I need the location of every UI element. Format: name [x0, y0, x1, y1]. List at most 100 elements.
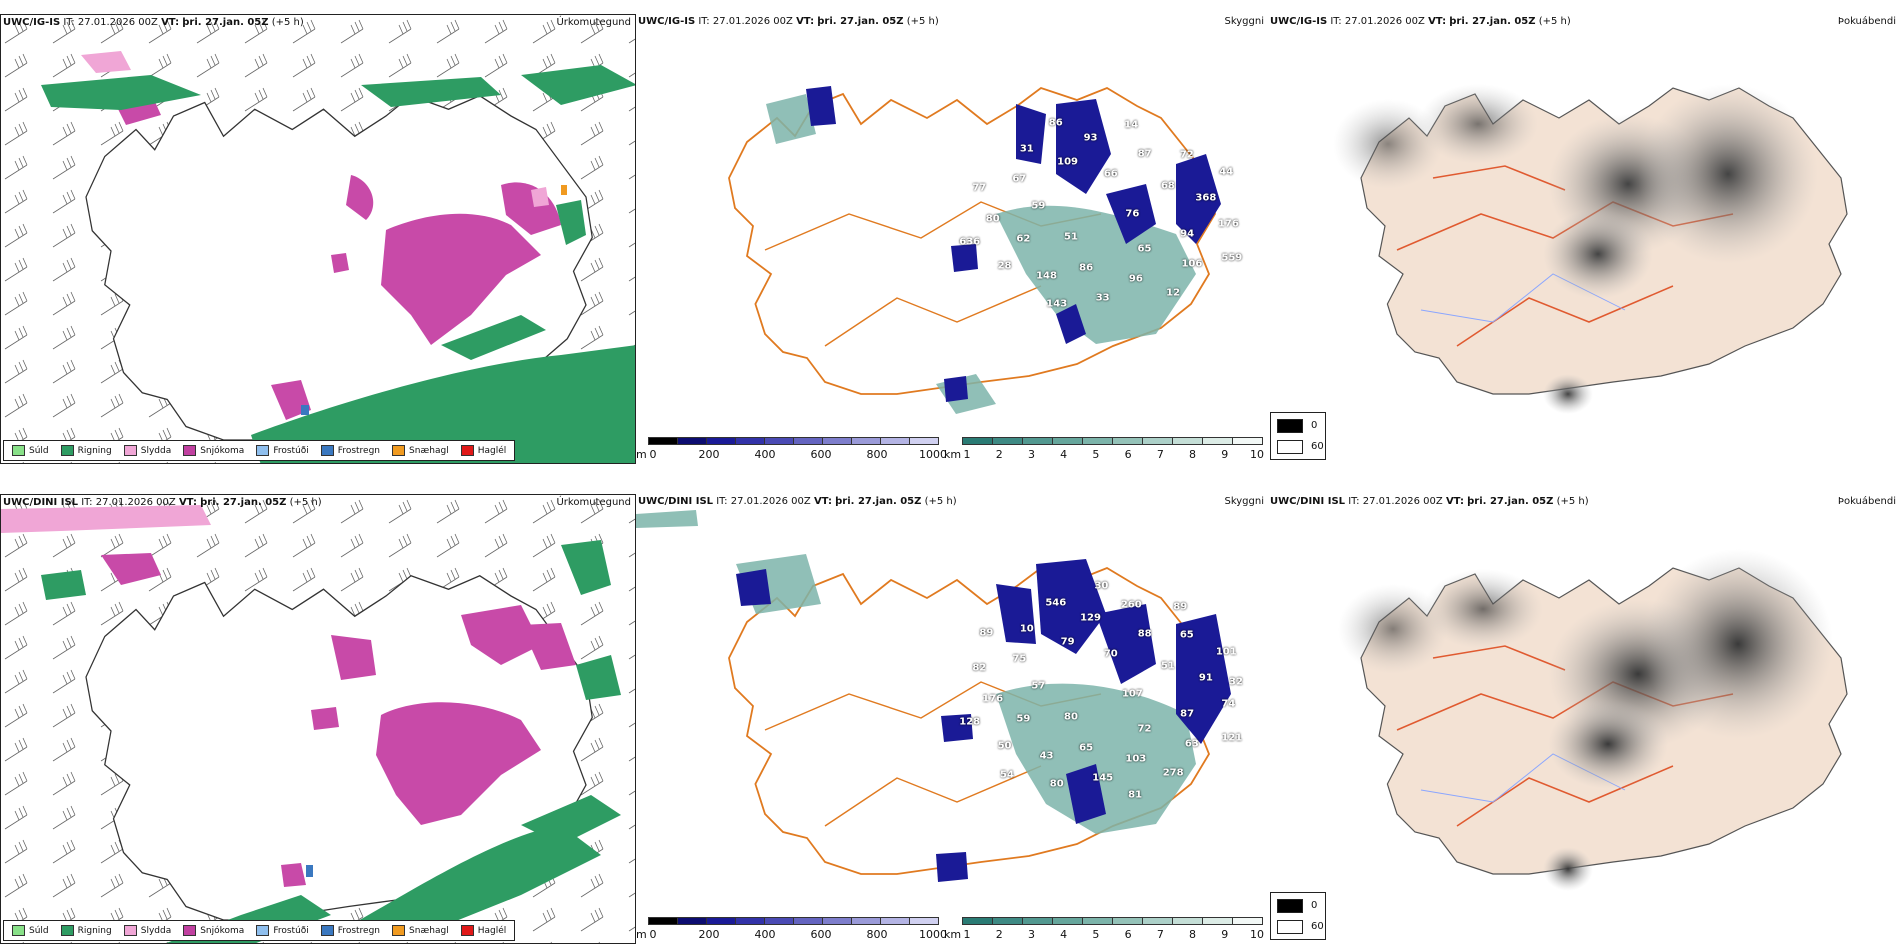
precipitation-map	[1, 15, 635, 463]
colorbar-tick-label: 1	[963, 928, 971, 941]
colorbar-tick-label: 10	[1250, 928, 1264, 941]
legend-item: Frostregn	[320, 925, 380, 936]
peak-label: 10	[1019, 623, 1034, 635]
peak-label: 77	[972, 182, 987, 194]
legend-swatch	[320, 925, 334, 936]
colorbar-segment	[677, 437, 707, 445]
legend-swatch	[460, 925, 474, 936]
colorbar-segment	[851, 917, 881, 925]
colorbar-segment	[1172, 917, 1203, 925]
colorbar-segment	[1202, 917, 1233, 925]
legend-item: Frostregn	[320, 445, 380, 456]
colorbar-tick-label: 600	[810, 448, 832, 461]
colorbar-tick-label: 1000	[919, 928, 947, 941]
colorbar-tick-label: 7	[1156, 448, 1164, 461]
colorbar-segment	[1052, 917, 1083, 925]
peak-label: 65	[1079, 742, 1094, 754]
colorbar-segment	[793, 437, 823, 445]
colorbar-segment	[992, 437, 1023, 445]
legend-item: Súld	[12, 925, 49, 936]
colorbar-segment	[735, 437, 765, 445]
colorbar-segment	[880, 917, 910, 925]
peak-label: 107	[1121, 688, 1143, 700]
precip-type-map-row1: UWC/IG-IS IT: 27.01.2026 00Z VT: þri. 27…	[0, 14, 636, 464]
peak-label: 65	[1137, 243, 1152, 255]
colorbar-segment	[1082, 917, 1113, 925]
sky-legend: 0 60	[1270, 412, 1326, 460]
peak-label: 260	[1120, 599, 1142, 611]
colorbar-tick-label: 1000	[919, 448, 947, 461]
legend-swatch	[123, 445, 137, 456]
peak-label: 636	[959, 236, 981, 248]
peak-label: 148	[1036, 270, 1057, 282]
colorbar-tick-label: 9	[1221, 448, 1229, 461]
peak-label: 51	[1160, 660, 1175, 672]
colorbar-unit: km	[944, 448, 962, 461]
legend-item: Snjókoma	[183, 445, 244, 456]
colorbar-tick-label: 8	[1189, 448, 1197, 461]
legend-swatch	[183, 925, 197, 936]
map-header: UWC/DINI ISL IT: 27.01.2026 00Z VT: þri.…	[1270, 496, 1589, 507]
colorbar-segment	[1202, 437, 1233, 445]
colorbar-segment	[822, 917, 852, 925]
peak-label: 54	[1000, 769, 1014, 781]
peak-label: 70	[1103, 648, 1118, 660]
map-title: Úrkomutegund	[556, 17, 631, 28]
colorbar-tick-label: 8	[1189, 928, 1197, 941]
sky-legend: 0 60	[1270, 892, 1326, 940]
colorbar-segment	[1112, 437, 1143, 445]
colorbar-tick-label: 5	[1092, 928, 1100, 941]
peak-label: 103	[1125, 753, 1147, 765]
precipitation-map	[1, 495, 635, 943]
map-header: UWC/DINI ISL IT: 27.01.2026 00Z VT: þri.…	[638, 496, 957, 507]
peak-label: 89	[1173, 601, 1188, 613]
colorbar-segment	[851, 437, 881, 445]
peak-label: 12	[1166, 287, 1181, 299]
peak-label: 57	[1031, 680, 1046, 692]
fog-map	[1338, 549, 1848, 891]
colorbar-tick-label: 800	[866, 448, 888, 461]
colorbar-segment	[1112, 917, 1143, 925]
colorbar-ticks: 1 2 3 4 5 6 7 8 9 10	[962, 447, 1265, 461]
precip-type-map-row2: UWC/DINI ISL IT: 27.01.2026 00Z VT: þri.…	[0, 494, 636, 944]
peak-label: 80	[1064, 711, 1078, 723]
colorbar-segment	[909, 437, 939, 445]
visibility-colorbar: km 1 2 3 4 5 6 7 8 9 10	[944, 917, 1264, 941]
peak-label: 72	[1137, 723, 1152, 735]
legend-item: Súld	[12, 445, 49, 456]
colorbar-segment	[1022, 437, 1053, 445]
peak-label: 79	[1060, 636, 1075, 648]
colorbar-segments	[962, 437, 1263, 445]
colorbar-ticks: 0 200 400 600 800 1000	[648, 927, 948, 941]
peak-label: 81	[1128, 789, 1143, 801]
peak-label: 109	[1057, 156, 1079, 168]
legend-swatch	[12, 925, 25, 936]
map-header: UWC/IG-IS IT: 27.01.2026 00Z VT: þri. 27…	[638, 16, 939, 27]
peak-label: 94	[1180, 228, 1195, 240]
cloudbase-colorbar: m 0 200 400 600 800 1000	[636, 917, 948, 941]
peak-label: 91	[1198, 672, 1213, 684]
colorbar-tick-label: 2	[995, 448, 1003, 461]
peak-label: 87	[1180, 708, 1195, 720]
colorbar-tick-label: 400	[754, 448, 776, 461]
peak-label: 128	[959, 716, 981, 728]
peak-label: 559	[1221, 252, 1243, 264]
legend-swatch	[256, 925, 270, 936]
colorbar-segment	[1052, 437, 1083, 445]
peak-label: 121	[1221, 732, 1243, 744]
colorbar-segment	[1172, 437, 1203, 445]
colorbar-tick-label: 600	[810, 928, 832, 941]
peak-label: 31	[1019, 143, 1034, 155]
peak-label: 278	[1162, 767, 1184, 779]
legend-item: Slydda	[123, 445, 171, 456]
peak-label: 72	[1179, 149, 1194, 161]
colorbar-segment	[1142, 437, 1173, 445]
legend-swatch	[12, 445, 25, 456]
sky-black-value: 0	[1311, 900, 1318, 911]
colorbar-segment	[1232, 437, 1263, 445]
map-header: UWC/IG-IS IT: 27.01.2026 00Z VT: þri. 27…	[3, 17, 304, 28]
fog-map	[1333, 84, 1848, 414]
cloudbase-colorbar: m 0 200 400 600 800 1000	[636, 437, 947, 461]
precip-legend: Súld Rigning Slydda Snjókoma Frostúði Fr…	[3, 440, 516, 461]
legend-swatch	[460, 445, 474, 456]
